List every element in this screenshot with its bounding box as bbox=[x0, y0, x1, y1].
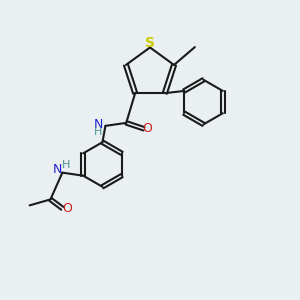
Text: O: O bbox=[62, 202, 72, 215]
Text: O: O bbox=[142, 122, 152, 135]
Text: N: N bbox=[93, 118, 103, 131]
Text: H: H bbox=[94, 128, 102, 137]
Text: H: H bbox=[62, 160, 70, 170]
Text: N: N bbox=[53, 163, 63, 176]
Text: S: S bbox=[145, 36, 155, 50]
